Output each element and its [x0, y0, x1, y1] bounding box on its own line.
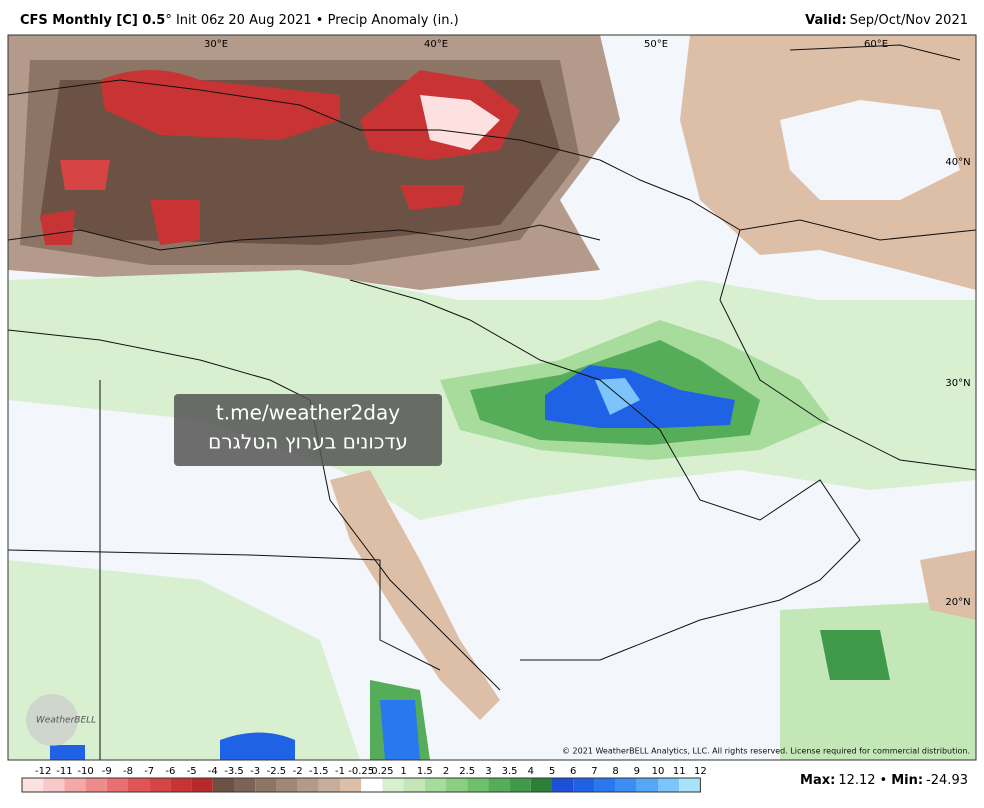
colorbar-frame — [21, 777, 701, 793]
colorbar-swatch — [234, 778, 256, 792]
colorbar-swatch — [340, 778, 362, 792]
colorbar-swatch — [594, 778, 616, 792]
colorbar-label: 12 — [694, 766, 707, 777]
colorbar-swatch — [446, 778, 468, 792]
colorbar-label: -12 — [35, 766, 51, 777]
watermark-text: עדכונים בערוץ הטלגרם — [208, 430, 408, 454]
title: CFS Monthly [C] 0.5° Init 06z 20 Aug 202… — [20, 13, 459, 28]
colorbar-swatch — [170, 778, 192, 792]
stats: Max: 12.12 • Min: -24.93 — [800, 773, 968, 788]
colorbar-swatch — [636, 778, 658, 792]
max-value: 12.12 — [838, 773, 875, 788]
colorbar-label: -5 — [187, 766, 197, 777]
colorbar-label: -0.25 — [348, 766, 374, 777]
colorbar-swatch — [552, 778, 574, 792]
valid-value: Sep/Oct/Nov 2021 — [850, 13, 968, 28]
colorbar-swatch — [467, 778, 489, 792]
colorbar-label: 3.5 — [502, 766, 518, 777]
lat-label: 20°N — [945, 597, 970, 608]
colorbar-swatch — [128, 778, 150, 792]
colorbar-swatch — [276, 778, 298, 792]
colorbar-label: 1.5 — [417, 766, 433, 777]
colorbar-swatch — [424, 778, 446, 792]
colorbar-label: -3 — [250, 766, 260, 777]
colorbar-label: -2.5 — [267, 766, 287, 777]
watermark-url: t.me/weather2day — [216, 401, 400, 425]
colorbar-swatch — [64, 778, 86, 792]
colorbar-label: 2 — [443, 766, 449, 777]
lat-labels: 40°N 30°N 20°N — [945, 157, 970, 608]
logo: WeatherBELL — [36, 716, 96, 726]
min-value: -24.93 — [926, 773, 968, 788]
colorbar-label: 11 — [673, 766, 686, 777]
colorbar-label: 1 — [400, 766, 406, 777]
logo-circle — [26, 694, 78, 746]
min-label: Min: — [891, 773, 923, 788]
colorbar-label: -1.5 — [309, 766, 329, 777]
title-bold: CFS Monthly [C] 0.5 — [20, 13, 165, 28]
lon-label: 50°E — [644, 39, 668, 50]
colorbar-label: 0.25 — [371, 766, 393, 777]
colorbar-label: 5 — [549, 766, 555, 777]
colorbar-swatch — [573, 778, 595, 792]
colorbar-swatch — [106, 778, 128, 792]
colorbar-label: 9 — [634, 766, 640, 777]
colorbar-swatch — [85, 778, 107, 792]
colorbar-swatch — [488, 778, 510, 792]
colorbar-label: -3.5 — [224, 766, 244, 777]
colorbar-label: -6 — [165, 766, 175, 777]
valid: Valid: Sep/Oct/Nov 2021 — [805, 13, 968, 28]
colorbar-swatch — [149, 778, 171, 792]
colorbar-swatch — [530, 778, 552, 792]
colorbar-label: 2.5 — [459, 766, 475, 777]
separator: • — [880, 773, 888, 788]
colorbar-swatch — [297, 778, 319, 792]
watermark-box — [174, 394, 442, 466]
lon-label: 30°E — [204, 39, 228, 50]
colorbar-label: 3 — [485, 766, 491, 777]
colorbar-label: -4 — [208, 766, 218, 777]
colorbar-label: -2 — [293, 766, 303, 777]
colorbar-swatch — [212, 778, 234, 792]
lon-label: 40°E — [424, 39, 448, 50]
colorbar-swatch — [382, 778, 404, 792]
colorbar-label: -1 — [335, 766, 345, 777]
colorbar-label: -8 — [123, 766, 133, 777]
colorbar-swatch — [509, 778, 531, 792]
colorbar-swatch — [658, 778, 680, 792]
title-rest: ° Init 06z 20 Aug 2021 • Precip Anomaly … — [165, 13, 458, 28]
colorbar-label: -9 — [102, 766, 112, 777]
max-label: Max: — [800, 773, 835, 788]
colorbar-label: 6 — [570, 766, 576, 777]
colorbar-swatch — [679, 778, 701, 792]
colorbar-label: 7 — [591, 766, 597, 777]
map-frame — [7, 34, 977, 761]
colorbar-swatch — [22, 778, 44, 792]
colorbar-swatch — [615, 778, 637, 792]
copyright: © 2021 WeatherBELL Analytics, LLC. All r… — [562, 747, 970, 756]
colorbar-swatch — [255, 778, 277, 792]
lon-label: 60°E — [864, 39, 888, 50]
map: 30°E 40°E 50°E 60°E 40°N 30°N 20°N t.me/weath… — [7, 34, 977, 761]
colorbar-swatch — [318, 778, 340, 792]
lon-labels: 30°E 40°E 50°E 60°E — [204, 39, 888, 50]
colorbar: -12 -11 -10 -9 -8 -7 -6 -5 -4 -3.5 -3 -2.5 -2 -1.5 -1-… — [21, 766, 707, 793]
colorbar-label: 8 — [612, 766, 618, 777]
lat-label: 30°N — [945, 378, 970, 389]
colorbar-label: -10 — [77, 766, 93, 777]
colorbar-label: -7 — [144, 766, 154, 777]
colorbar-swatch — [361, 778, 383, 792]
colorbar-label: 4 — [528, 766, 534, 777]
colorbar-swatch — [191, 778, 213, 792]
colorbar-label: -11 — [56, 766, 72, 777]
lat-label: 40°N — [945, 157, 970, 168]
valid-label: Valid: — [805, 13, 847, 28]
colorbar-label: 10 — [652, 766, 665, 777]
colorbar-swatch — [43, 778, 65, 792]
colorbar-swatch — [403, 778, 425, 792]
